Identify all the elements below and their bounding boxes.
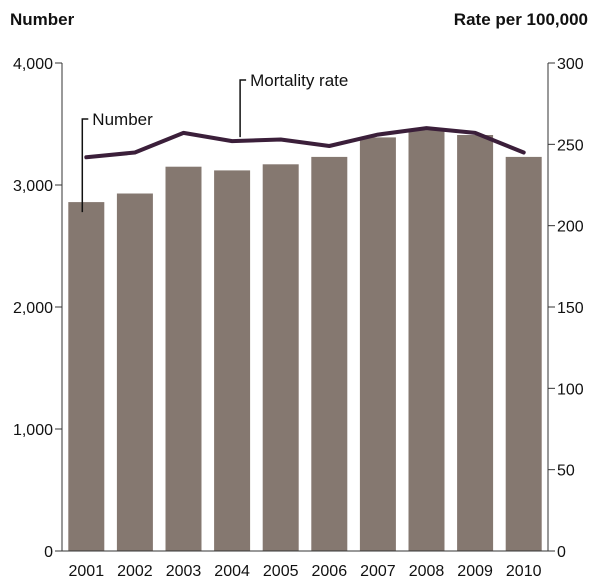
left-tick-label: 2,000 bbox=[13, 300, 53, 317]
number-annotation-label: Number bbox=[92, 110, 153, 129]
x-tick-label: 2004 bbox=[214, 563, 250, 580]
x-tick-label: 2003 bbox=[166, 563, 202, 580]
left-tick-label: 4,000 bbox=[13, 56, 53, 73]
x-tick-label: 2007 bbox=[360, 563, 396, 580]
axes-layer: 0 1,000 2,000 3,000 4,000 0 50 100 150 200 250 300 2… bbox=[13, 56, 584, 580]
annotations-layer: Number Mortality rate bbox=[81, 71, 348, 213]
right-tick-label: 100 bbox=[557, 381, 584, 398]
bar-2001 bbox=[68, 202, 105, 551]
right-tick-label: 50 bbox=[557, 463, 575, 480]
right-tick-label: 150 bbox=[557, 300, 584, 317]
bar-2005 bbox=[262, 164, 299, 552]
line-layer bbox=[84, 126, 526, 160]
mortality-annotation-leader bbox=[239, 79, 247, 138]
x-tick-label: 2008 bbox=[409, 563, 445, 580]
right-tick-label: 250 bbox=[557, 137, 584, 154]
right-axis-title: Rate per 100,000 bbox=[454, 10, 588, 29]
x-tick-label: 2002 bbox=[117, 563, 153, 580]
bar-2004 bbox=[214, 170, 251, 551]
bar-2002 bbox=[116, 193, 153, 551]
bar-2008 bbox=[408, 130, 445, 551]
bar-2009 bbox=[457, 135, 494, 551]
bar-2003 bbox=[165, 166, 202, 551]
left-tick-label: 3,000 bbox=[13, 178, 53, 195]
mortality-annotation-label: Mortality rate bbox=[250, 71, 348, 90]
bars-layer bbox=[68, 130, 542, 552]
x-tick-label: 2006 bbox=[312, 563, 348, 580]
right-tick-label: 300 bbox=[557, 56, 584, 73]
right-tick-label: 200 bbox=[557, 219, 584, 236]
x-tick-label: 2005 bbox=[263, 563, 299, 580]
left-axis-title: Number bbox=[10, 10, 75, 29]
x-tick-label: 2001 bbox=[69, 563, 105, 580]
bar-2006 bbox=[311, 156, 348, 551]
mortality-rate-line bbox=[84, 126, 526, 160]
left-tick-label: 1,000 bbox=[13, 422, 53, 439]
left-tick-label: 0 bbox=[44, 544, 53, 561]
bar-2010 bbox=[505, 156, 542, 551]
right-tick-label: 0 bbox=[557, 544, 566, 561]
x-tick-label: 2010 bbox=[506, 563, 542, 580]
number-annotation-leader bbox=[81, 118, 89, 213]
bar-2007 bbox=[359, 137, 396, 551]
x-tick-label: 2009 bbox=[457, 563, 493, 580]
